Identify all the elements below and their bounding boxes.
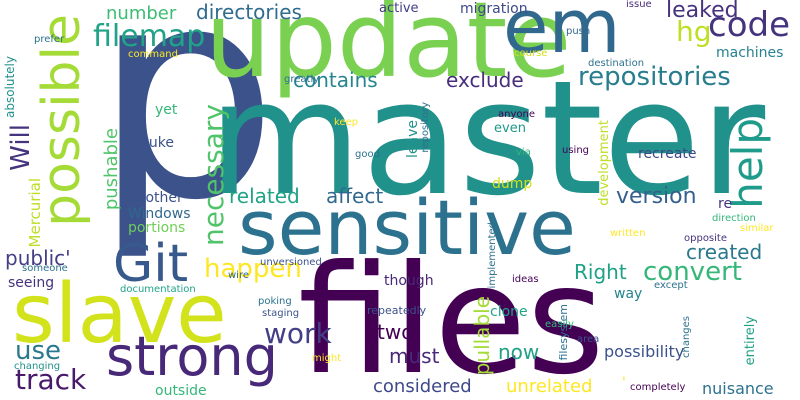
word-clone: clone — [490, 304, 528, 320]
word-dump: dump — [492, 176, 533, 192]
word-similar: similar — [740, 223, 774, 234]
word-number: number — [106, 3, 177, 24]
word-files: files — [298, 234, 605, 400]
word-way: way — [614, 286, 643, 302]
word-ideas: ideas — [512, 274, 539, 285]
word-re: re — [718, 196, 733, 212]
word-happen: happen — [204, 254, 302, 284]
word-windows: Windows — [128, 206, 191, 222]
word-contains: contains — [293, 68, 378, 92]
word-documentation: documentation — [120, 284, 196, 295]
word-slave: slave — [12, 267, 227, 362]
word-yet: yet — [155, 102, 178, 118]
word-nuisance: nuisance — [702, 379, 774, 398]
word-migration: migration — [460, 1, 528, 17]
word-right: Right — [574, 260, 627, 284]
word-master: master — [208, 47, 766, 231]
word-track: track — [15, 363, 87, 396]
word-prefer: prefer — [34, 34, 65, 45]
word-apostrophe: ' — [622, 375, 626, 391]
word-via: via — [516, 147, 531, 158]
word-changing: changing — [14, 361, 61, 372]
word-filesystem: filesystem — [557, 304, 570, 361]
word-except: except — [654, 280, 688, 291]
word-someone: someone — [22, 263, 68, 274]
word-anyone: anyone — [498, 109, 535, 120]
word-pullable: pullable — [470, 296, 494, 376]
word-push: push — [566, 26, 591, 37]
word-leave: leave — [405, 120, 421, 158]
word-repeatedly: repeatedly — [367, 304, 427, 317]
word-leaked: leaked — [666, 0, 739, 23]
word-implemented: implemented — [487, 222, 498, 289]
word-strong: strong — [106, 325, 278, 388]
word-recreate: recreate — [638, 146, 697, 162]
word-good: good — [355, 149, 380, 160]
word-unrelated: unrelated — [506, 376, 593, 397]
word-using: using — [562, 145, 590, 156]
word-direction: direction — [712, 213, 756, 224]
word-keep: keep — [334, 117, 359, 128]
word-easily: easily — [545, 319, 574, 330]
word-course: course — [514, 48, 548, 59]
word-two: two — [377, 320, 414, 344]
word-mercurial: Mercurial — [26, 178, 44, 248]
word-sensitive: sensitive — [238, 183, 576, 272]
word-affect: affect — [326, 184, 384, 208]
word-use: use — [15, 336, 62, 366]
word-related: related — [229, 184, 300, 208]
word-another: another — [128, 190, 183, 206]
word-pushable: pushable — [101, 128, 122, 211]
word-might: might — [312, 353, 342, 364]
word-will: Will — [6, 124, 36, 171]
word-poking: poking — [258, 296, 292, 307]
word-created: created — [686, 240, 763, 264]
word-em: em — [503, 0, 621, 70]
word-repositories: repositories — [578, 62, 731, 92]
word-code: code — [708, 5, 790, 45]
word-update: update — [205, 0, 572, 101]
word-command: command — [128, 49, 178, 60]
word-machines: machines — [716, 45, 784, 61]
word-active: active — [379, 1, 419, 16]
word-seeing: seeing — [8, 275, 55, 291]
word-considered: considered — [373, 376, 472, 397]
word-opposite: opposite — [684, 233, 727, 244]
word-staging: staging — [262, 308, 300, 319]
word-must: must — [389, 344, 440, 368]
word-help: help — [723, 118, 772, 209]
word-git: Git — [113, 234, 189, 294]
word-written: written — [610, 228, 646, 239]
word-version: version — [616, 184, 697, 209]
word-entirely: entirely — [743, 316, 758, 366]
word-repository: repository — [420, 102, 431, 153]
word-necessary: necessary — [197, 104, 230, 247]
word-possibility: possibility — [604, 342, 685, 361]
word-work: work — [264, 317, 332, 350]
word-filemap: filemap — [93, 19, 206, 54]
word-absolutely: absolutely — [3, 56, 17, 119]
word-area: area — [577, 334, 600, 345]
word-portions: portions — [128, 220, 186, 236]
word-public: public' — [5, 246, 71, 270]
word-development: development — [597, 120, 612, 206]
word-wire: wire — [228, 270, 250, 281]
word-now: now — [498, 340, 540, 364]
word-destination: destination — [588, 58, 645, 69]
word-greatly: greatly — [284, 74, 320, 85]
word-even: even — [494, 121, 526, 136]
word-hg: hg — [676, 15, 712, 48]
word-completely: completely — [630, 382, 686, 393]
word-exclude: exclude — [446, 68, 524, 92]
word-convert: convert — [643, 257, 742, 287]
word-p: p — [93, 0, 279, 264]
word-directories: directories — [196, 0, 302, 24]
word-though: though — [384, 273, 434, 289]
word-outside: outside — [155, 383, 207, 399]
word-unversioned: unversioned — [260, 257, 322, 268]
word-changes: changes — [681, 316, 692, 359]
word-nuke: nuke — [140, 135, 174, 151]
word-issue: issue — [626, 0, 652, 10]
